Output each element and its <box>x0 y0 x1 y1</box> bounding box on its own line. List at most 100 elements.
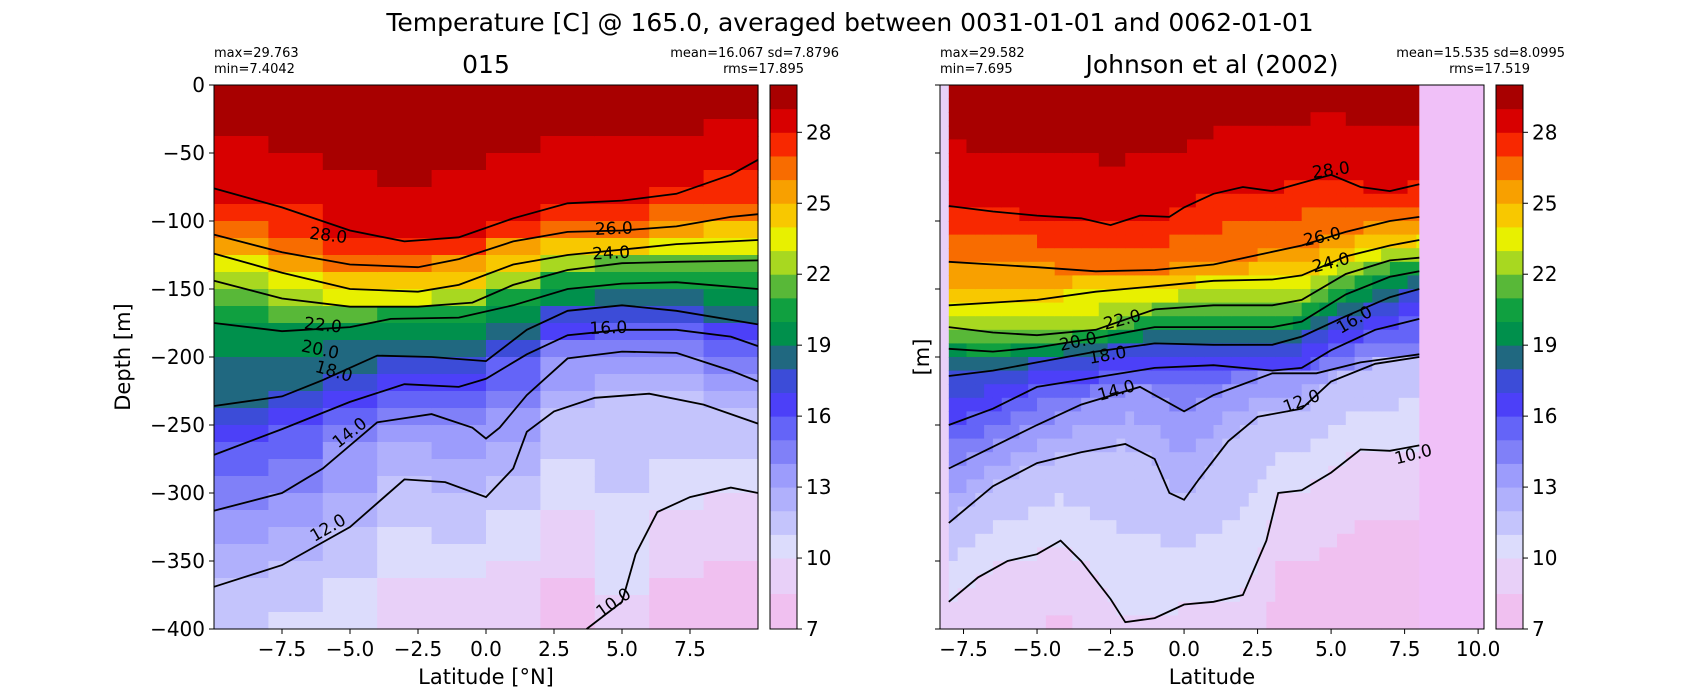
heatmap-cell <box>966 411 976 426</box>
heatmap-cell <box>268 170 324 188</box>
heatmap-cell <box>1301 261 1312 276</box>
heatmap-cell <box>1354 479 1365 494</box>
heatmap-cell <box>984 98 994 113</box>
heatmap-cell <box>649 578 705 596</box>
heatmap-cell <box>1328 411 1338 426</box>
heatmap-cell <box>966 166 976 181</box>
heatmap-cell <box>1116 438 1126 453</box>
heatmap-cell <box>1354 370 1365 385</box>
heatmap-cell <box>540 493 596 511</box>
heatmap-cell <box>1134 452 1144 467</box>
heatmap-cell <box>1125 329 1135 344</box>
heatmap-cell <box>1001 166 1012 181</box>
heatmap-cell <box>1381 397 1391 412</box>
heatmap-cell <box>1336 248 1347 263</box>
heatmap-cell <box>1098 125 1109 140</box>
heatmap-cell <box>1072 547 1082 562</box>
heatmap-cell <box>1142 234 1153 249</box>
heatmap-cell <box>957 261 968 276</box>
heatmap-cell <box>649 119 705 137</box>
heatmap-cell <box>1028 166 1038 181</box>
heatmap-cell <box>1098 493 1109 508</box>
heatmap-cell <box>1389 302 1400 317</box>
panel1-stat-min: min=7.4042 <box>214 62 295 77</box>
heatmap-cell <box>1275 125 1285 140</box>
heatmap-cell <box>948 153 959 168</box>
heatmap-cell <box>322 374 378 392</box>
heatmap-cell <box>1063 615 1073 630</box>
heatmap-cell <box>1381 98 1391 113</box>
heatmap-cell <box>1125 465 1135 480</box>
heatmap-cell <box>1310 221 1320 236</box>
heatmap-cell <box>1231 479 1241 494</box>
heatmap-cell <box>966 574 976 589</box>
heatmap-cell <box>214 357 269 375</box>
heatmap-cell <box>1222 153 1232 168</box>
heatmap-cell <box>1301 520 1312 535</box>
heatmap-cell <box>1001 520 1012 535</box>
heatmap-cell <box>1054 193 1065 208</box>
heatmap-cell <box>1063 329 1073 344</box>
heatmap-cell <box>1045 561 1056 576</box>
heatmap-cell <box>1345 561 1356 576</box>
heatmap-cell <box>940 153 950 168</box>
heatmap-cell <box>1301 248 1312 263</box>
heatmap-cell <box>1310 316 1320 331</box>
heatmap-cell <box>1089 153 1100 168</box>
heatmap-cell <box>1178 588 1188 603</box>
heatmap-cell <box>1222 601 1232 616</box>
heatmap-cell <box>1081 465 1091 480</box>
heatmap-cell <box>268 323 324 341</box>
heatmap-cell <box>1195 166 1206 181</box>
heatmap-cell <box>1089 139 1100 154</box>
heatmap-cell <box>1266 316 1276 331</box>
heatmap-cell <box>649 255 705 273</box>
heatmap-cell <box>1081 139 1091 154</box>
heatmap-cell <box>1028 153 1038 168</box>
heatmap-cell <box>966 520 976 535</box>
heatmap-cell <box>1284 248 1294 263</box>
heatmap-cell <box>1222 533 1232 548</box>
heatmap-cell <box>1178 234 1188 249</box>
heatmap-cell <box>1213 425 1223 440</box>
heatmap-cell <box>1187 166 1197 181</box>
heatmap-cell <box>984 465 994 480</box>
heatmap-cell <box>1160 479 1170 494</box>
heatmap-cell <box>1248 425 1259 440</box>
heatmap-cell <box>1045 533 1056 548</box>
heatmap-cell <box>431 374 487 392</box>
heatmap-cell <box>1213 275 1223 290</box>
heatmap-cell <box>1266 370 1276 385</box>
heatmap-cell <box>948 452 959 467</box>
heatmap-cell <box>984 248 994 263</box>
heatmap-cell <box>1310 384 1320 399</box>
heatmap-cell <box>992 479 1003 494</box>
heatmap-cell <box>975 153 985 168</box>
heatmap-cell <box>992 139 1003 154</box>
heatmap-cell <box>268 510 324 528</box>
heatmap-cell <box>486 323 541 341</box>
heatmap-cell <box>1116 125 1126 140</box>
heatmap-cell <box>268 374 324 392</box>
heatmap-cell <box>1081 601 1091 616</box>
heatmap-cell <box>1301 98 1312 113</box>
heatmap-cell <box>214 476 269 494</box>
heatmap-cell <box>1398 425 1409 440</box>
heatmap-cell <box>1028 193 1038 208</box>
heatmap-cell <box>1072 85 1082 100</box>
heatmap-cell <box>1178 384 1188 399</box>
contour-line <box>948 173 1420 227</box>
heatmap-cell <box>1098 561 1109 576</box>
heatmap-cell <box>1187 452 1197 467</box>
heatmap-cell <box>1142 302 1153 317</box>
heatmap-cell <box>1010 139 1020 154</box>
heatmap-cell <box>1187 248 1197 263</box>
heatmap-cell <box>431 510 487 528</box>
heatmap-cell <box>1169 98 1179 113</box>
panel2-stats-mean-sd: mean=15.535 sd=8.0995 rms=17.519 <box>1366 46 1565 78</box>
heatmap-cell <box>966 397 976 412</box>
heatmap-cell <box>1354 343 1365 358</box>
heatmap-cell <box>649 561 705 579</box>
heatmap-cell <box>966 547 976 562</box>
heatmap-cell <box>214 272 269 290</box>
